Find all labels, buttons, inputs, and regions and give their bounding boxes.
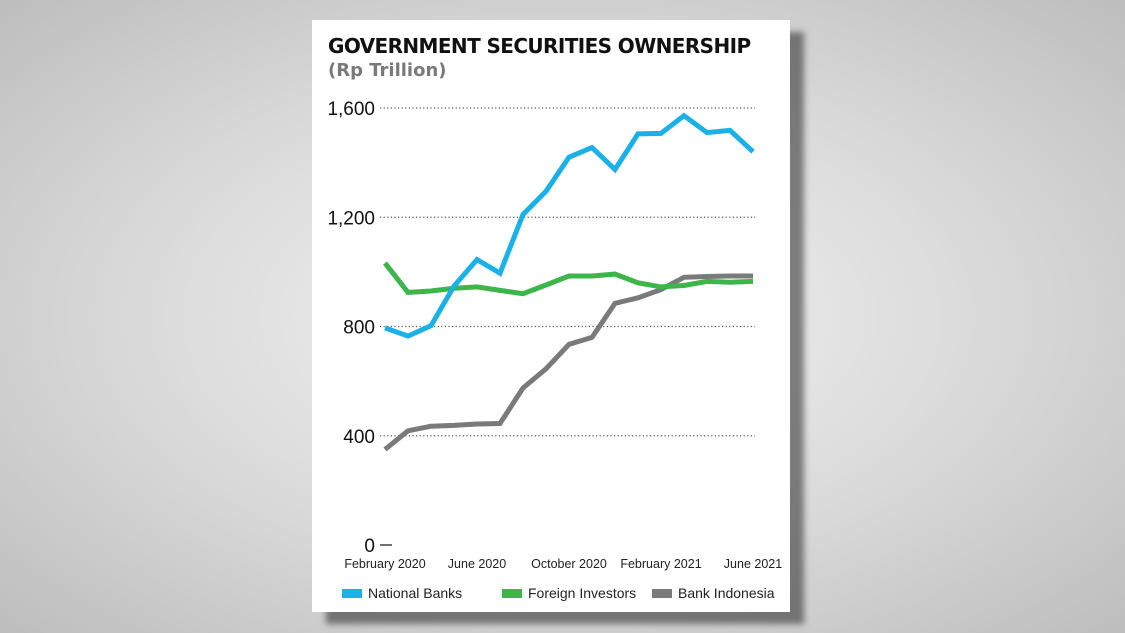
x-tick-label: October 2020 <box>531 557 607 571</box>
x-tick-label: June 2020 <box>448 557 506 571</box>
legend-label: Bank Indonesia <box>678 585 775 601</box>
x-tick-label: June 2021 <box>724 557 782 571</box>
legend-swatch <box>342 588 362 598</box>
y-tick-label: 800 <box>343 318 375 339</box>
legend: National Banks Foreign Investors Bank Indo… <box>342 585 782 605</box>
series-line <box>383 261 754 297</box>
line-chart: 0 400 800 1,200 1,600 February 2020 June 2020… <box>327 99 782 571</box>
y-tick-label: 400 <box>343 427 375 448</box>
series-lines <box>383 112 755 452</box>
chart-subtitle: (Rp Trillion) <box>328 60 447 81</box>
grid-lines <box>380 107 755 546</box>
y-axis-ticks: 0 400 800 1,200 1,600 <box>327 99 375 557</box>
series-line <box>384 112 755 339</box>
series-line <box>383 273 753 452</box>
y-tick-label: 1,600 <box>327 99 375 120</box>
chart-card: GOVERNMENT SECURITIES OWNERSHIP (Rp Tril… <box>312 20 790 612</box>
x-tick-label: February 2021 <box>620 557 701 571</box>
legend-label: National Banks <box>368 585 463 601</box>
legend-item: National Banks <box>342 585 462 601</box>
chart-title: GOVERNMENT SECURITIES OWNERSHIP <box>328 34 751 58</box>
legend-swatch <box>502 588 522 598</box>
legend-swatch <box>652 588 672 598</box>
x-axis-ticks: February 2020 June 2020 October 2020 Februa… <box>344 557 782 571</box>
y-tick-label: 0 <box>364 536 375 557</box>
legend-label: Foreign Investors <box>528 585 637 601</box>
y-tick-label: 1,200 <box>327 208 375 229</box>
legend-item: Foreign Investors <box>502 585 636 601</box>
legend-item: Bank Indonesia <box>652 585 775 601</box>
x-tick-label: February 2020 <box>344 557 425 571</box>
